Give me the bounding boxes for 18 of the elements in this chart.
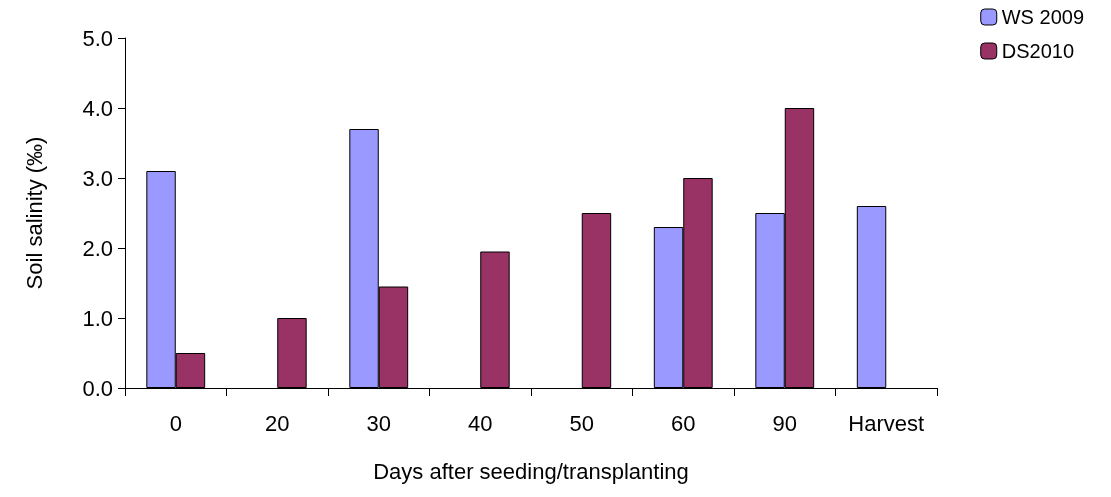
y-tick-label: 5.0 bbox=[82, 25, 113, 51]
y-tick-label: 2.0 bbox=[82, 235, 113, 261]
x-tick-label: 50 bbox=[569, 410, 594, 436]
x-tick-label: Harvest bbox=[848, 410, 925, 436]
x-tick-label: 90 bbox=[772, 410, 797, 436]
x-axis-title: Days after seeding/transplanting bbox=[373, 458, 689, 484]
x-tick-label: 20 bbox=[265, 410, 290, 436]
y-axis-title: Soil salinity (‰) bbox=[21, 136, 47, 290]
legend-label: WS 2009 bbox=[1001, 6, 1084, 28]
x-tick-label: 0 bbox=[169, 410, 182, 436]
y-tick-label: 1.0 bbox=[82, 305, 113, 331]
y-tick-label: 0.0 bbox=[82, 375, 113, 401]
x-tick-label: 40 bbox=[468, 410, 493, 436]
legend-label: DS2010 bbox=[1001, 40, 1075, 62]
x-tick-label: 30 bbox=[366, 410, 391, 436]
y-tick-label: 3.0 bbox=[82, 165, 113, 191]
x-tick-label: 60 bbox=[671, 410, 696, 436]
y-tick-label: 4.0 bbox=[82, 95, 113, 121]
